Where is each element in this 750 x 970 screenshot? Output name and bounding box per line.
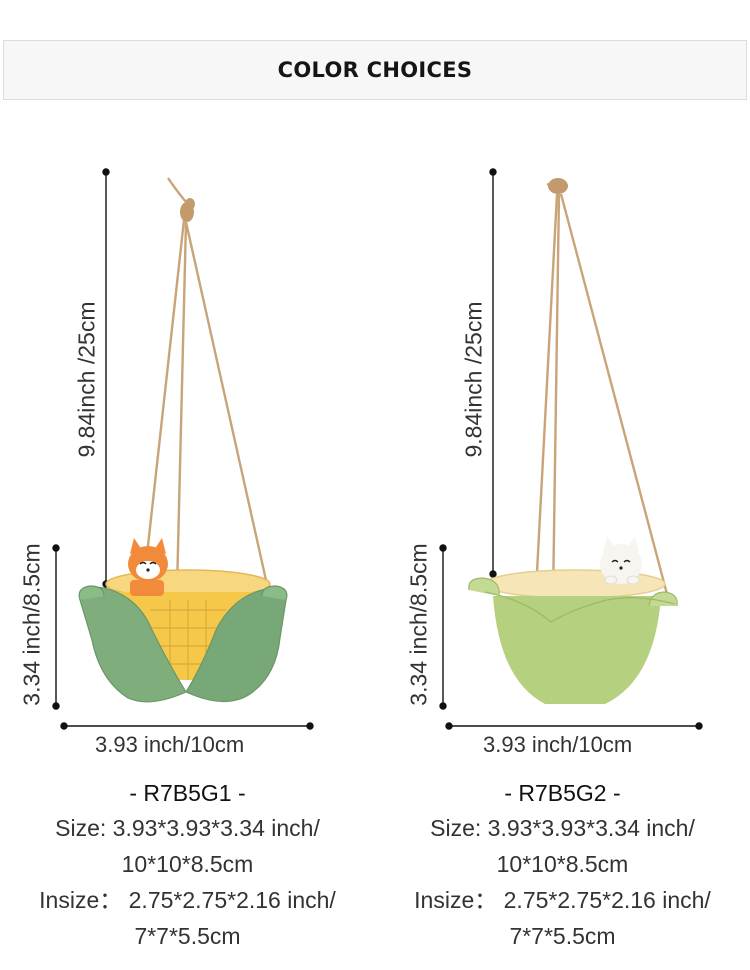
insize-line-2: 7*7*5.5cm	[134, 923, 241, 949]
product-card-r7b5g2: 9.84inch /25cm 3.34 inch/8.5cm 3.93 inch…	[375, 160, 750, 970]
pot-body	[493, 596, 661, 704]
product-code: - R7B5G1 -	[129, 780, 246, 806]
product-card-r7b5g1: 9.84inch /25cm 3.34 inch/8.5cm 3.93 inch…	[0, 160, 375, 970]
pot-height-label: 3.34 inch/8.5cm	[405, 543, 432, 706]
pot-leaf-edge	[484, 591, 676, 623]
height-dimension-line	[102, 168, 110, 588]
hanging-rope	[140, 177, 272, 631]
insize-line-2: 7*7*5.5cm	[509, 923, 616, 949]
product-code: - R7B5G2 -	[504, 780, 621, 806]
size-line-2: 10*10*8.5cm	[496, 851, 629, 877]
leaf-right	[185, 588, 287, 703]
product-illustration	[52, 168, 314, 730]
size-line-1: Size: 3.93*3.93*3.34 inch/	[55, 815, 320, 841]
width-dimension-line	[60, 722, 314, 730]
hanging-rope	[533, 182, 669, 611]
insize-line-1: Insize： 2.75*2.75*2.16 inch/	[414, 887, 711, 913]
product-specs: - R7B5G2 - Size: 3.93*3.93*3.34 inch/ 10…	[375, 776, 750, 954]
section-header: COLOR CHOICES	[3, 40, 747, 100]
leaf-right-curl	[261, 585, 288, 601]
pot-height-dimension-line	[439, 544, 447, 710]
leaf-left-curl	[468, 577, 500, 597]
cat-figurine	[600, 536, 642, 585]
rope-knot	[180, 198, 195, 222]
leaf-left	[79, 586, 187, 703]
width-label: 3.93 inch/10cm	[95, 732, 245, 757]
pot-height-dimension-line	[52, 544, 60, 710]
product-illustration	[439, 168, 703, 730]
leaf-left-curl	[78, 585, 105, 601]
section-title: COLOR CHOICES	[277, 58, 473, 82]
fox-figurine	[128, 538, 168, 596]
total-height-label: 9.84inch /25cm	[73, 301, 100, 458]
size-line-1: Size: 3.93*3.93*3.34 inch/	[430, 815, 695, 841]
product-specs: - R7B5G1 - Size: 3.93*3.93*3.34 inch/ 10…	[0, 776, 375, 954]
insize-line-1: Insize： 2.75*2.75*2.16 inch/	[39, 887, 336, 913]
total-height-label: 9.84inch /25cm	[460, 301, 487, 458]
height-dimension-line	[489, 168, 497, 578]
width-label: 3.93 inch/10cm	[483, 732, 633, 757]
pot-height-label: 3.34 inch/8.5cm	[18, 543, 45, 706]
width-dimension-line	[445, 722, 703, 730]
size-line-2: 10*10*8.5cm	[121, 851, 254, 877]
rope-knot	[548, 178, 568, 194]
